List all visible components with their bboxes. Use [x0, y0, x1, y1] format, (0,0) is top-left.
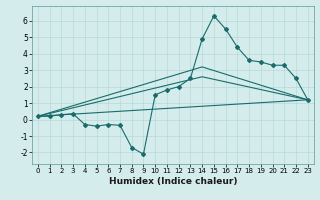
X-axis label: Humidex (Indice chaleur): Humidex (Indice chaleur)	[108, 177, 237, 186]
